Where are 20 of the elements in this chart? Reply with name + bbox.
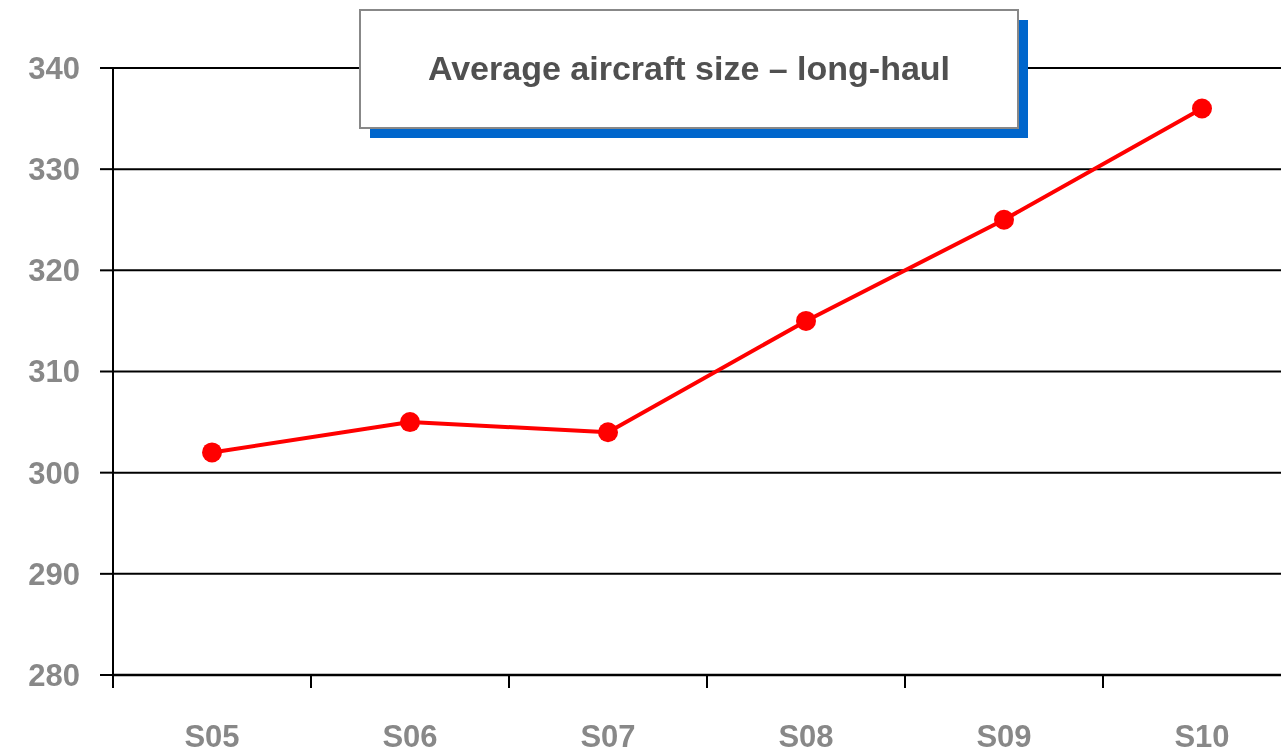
chart-title: Average aircraft size – long-haul bbox=[427, 49, 951, 87]
y-tick-label: 340 bbox=[28, 50, 80, 86]
point bbox=[994, 209, 1014, 230]
y-tick-label: 310 bbox=[28, 354, 80, 390]
point bbox=[796, 310, 816, 331]
x-tick-label: S07 bbox=[580, 719, 636, 751]
y-tick-label: 300 bbox=[28, 455, 80, 491]
x-tick-label: S06 bbox=[382, 719, 438, 751]
y-tick-label: 320 bbox=[28, 253, 80, 289]
x-tick-label: S10 bbox=[1174, 719, 1230, 751]
x-tick-label: S09 bbox=[976, 719, 1032, 751]
x-tick-label: S05 bbox=[184, 719, 240, 751]
point bbox=[202, 442, 222, 463]
y-tick-label: 330 bbox=[28, 152, 80, 188]
point bbox=[1192, 98, 1212, 119]
point bbox=[400, 412, 420, 433]
point bbox=[598, 422, 618, 443]
x-tick-label: S08 bbox=[778, 719, 834, 751]
y-tick-label: 280 bbox=[28, 657, 80, 693]
y-tick-label: 290 bbox=[28, 556, 80, 592]
